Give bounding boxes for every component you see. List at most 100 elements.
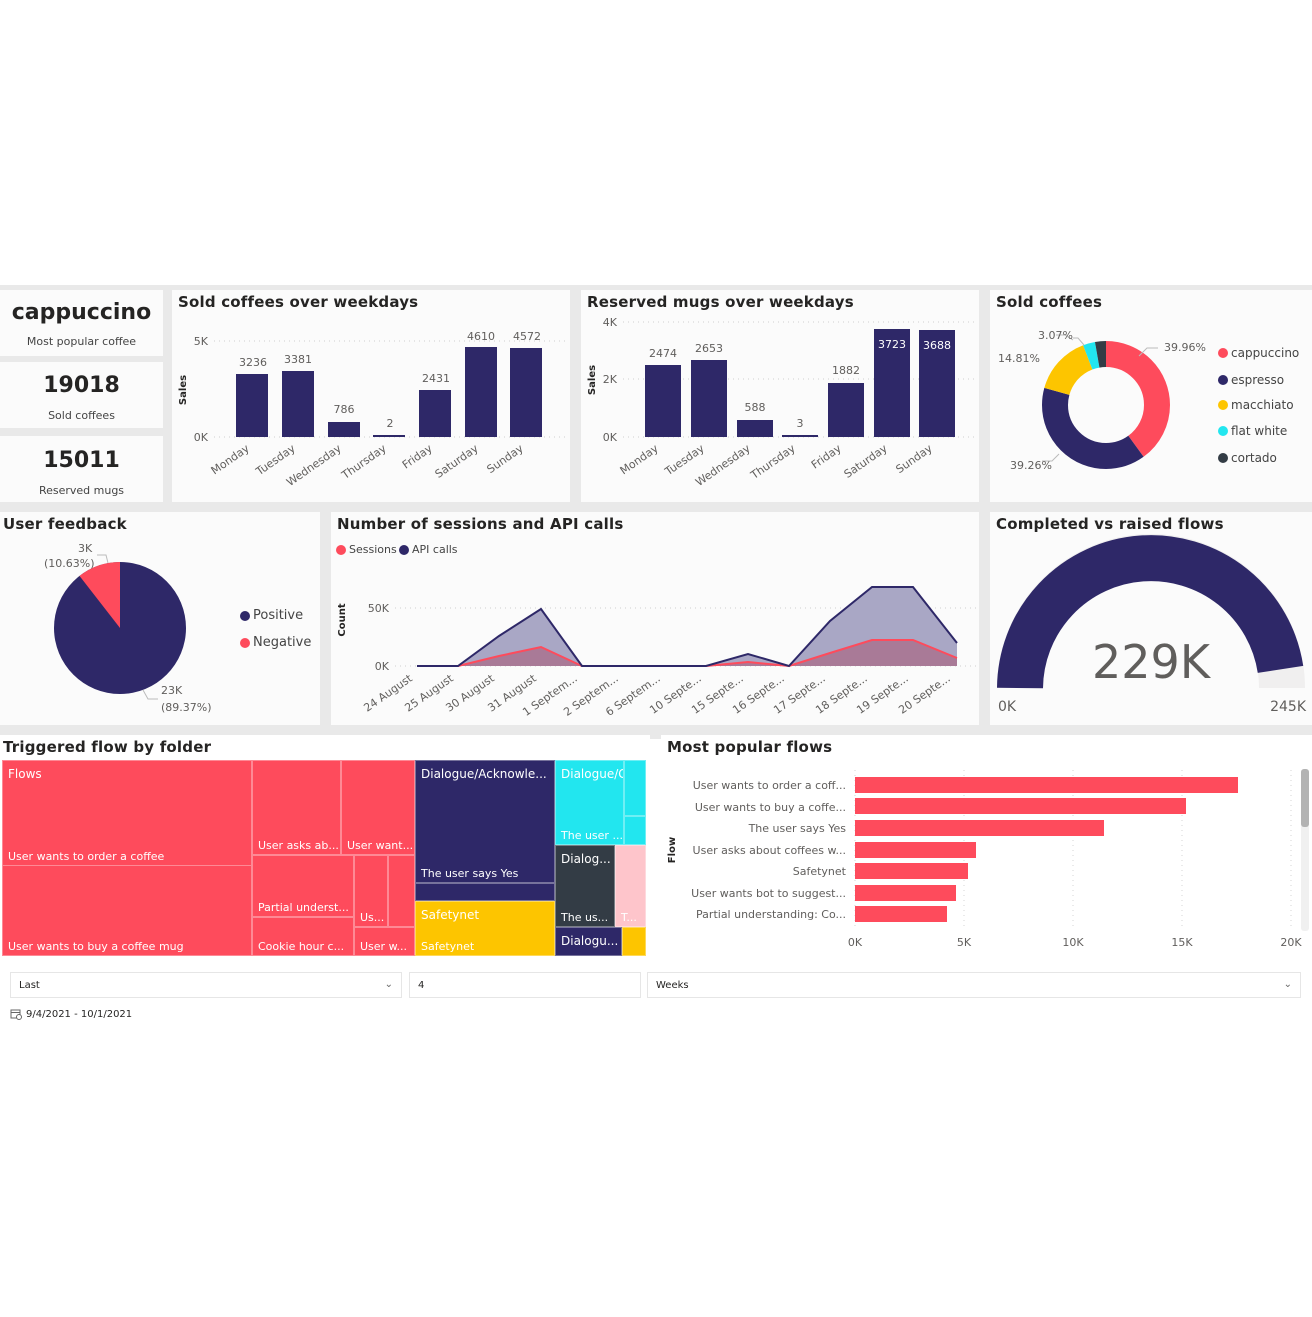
- bar-chart-svg: 4K 2K 0K Sales 2474 2653 588 3 1882 3723…: [587, 316, 976, 489]
- svg-text:User wants to order a coff...: User wants to order a coff...: [693, 779, 846, 792]
- svg-text:5K: 5K: [194, 335, 209, 348]
- treemap-cell-says-yes[interactable]: Dialogue/Acknowle... The user says Yes: [415, 760, 555, 883]
- scrollbar-track[interactable]: [1301, 769, 1309, 931]
- svg-text:2431: 2431: [422, 372, 450, 385]
- scrollbar-thumb[interactable]: [1301, 769, 1309, 827]
- treemap-cell-cookie[interactable]: Cookie hour c...: [252, 917, 354, 956]
- svg-text:2653: 2653: [695, 342, 723, 355]
- cell-label: The user says Yes: [421, 867, 519, 880]
- cell-label: Safetynet: [421, 940, 475, 953]
- sold-coffees-weekdays-chart[interactable]: Sold coffees over weekdays 5K 0K Sales 3…: [172, 290, 570, 502]
- user-feedback-pie-chart[interactable]: User feedback 3K (10.63%) 23K (89.37%) P…: [0, 512, 320, 725]
- area-chart-svg: 50K 0K Count 24 August 25 August 30 Augu…: [337, 586, 976, 719]
- treemap-cell-cyan-small-2[interactable]: [624, 816, 646, 845]
- legend-api-calls[interactable]: API calls: [399, 543, 458, 556]
- legend-label: espresso: [1231, 373, 1285, 387]
- svg-text:Saturday: Saturday: [842, 442, 890, 481]
- cell-label: The user ...: [561, 829, 623, 842]
- legend-dot-icon: [240, 610, 250, 621]
- svg-text:39.26%: 39.26%: [1010, 459, 1052, 472]
- svg-text:2K: 2K: [603, 373, 618, 386]
- cell-header: Dialog...: [561, 852, 611, 866]
- bar-chart-svg: 5K 0K Sales 3236 3381 786 2 2431 4610 45…: [178, 330, 567, 489]
- svg-text:User wants bot to suggest...: User wants bot to suggest...: [691, 887, 846, 900]
- treemap-cell-greet-user[interactable]: Dialogue/G... The user ...: [555, 760, 624, 845]
- period-mode-dropdown[interactable]: Last ⌄: [10, 972, 402, 998]
- bar-thursday: [373, 435, 405, 437]
- treemap-cell-pink[interactable]: T...: [615, 845, 646, 927]
- svg-text:Monday: Monday: [209, 442, 252, 478]
- legend-cortado[interactable]: cortado: [1218, 451, 1277, 465]
- svg-text:50K: 50K: [368, 602, 390, 615]
- treemap-cell-buy-mug[interactable]: User wants to buy a coffee mug: [2, 865, 252, 956]
- treemap-cell-yellow-small[interactable]: [622, 927, 646, 956]
- legend-flat-white[interactable]: flat white: [1218, 424, 1287, 438]
- svg-text:229K: 229K: [1092, 635, 1212, 689]
- chart-title: Triggered flow by folder: [3, 738, 212, 756]
- cell-label: T...: [621, 911, 637, 924]
- legend-cappuccino[interactable]: cappuccino: [1218, 346, 1299, 360]
- svg-text:5K: 5K: [957, 936, 972, 949]
- legend-dot-icon: [336, 544, 346, 555]
- treemap-cell-cyan-small[interactable]: [624, 760, 646, 816]
- bar-flow-6: [855, 906, 947, 922]
- card-reserved-mugs[interactable]: 15011 Reserved mugs: [0, 436, 163, 502]
- most-popular-flows-chart[interactable]: Most popular flows Flow User wants to or…: [661, 735, 1312, 957]
- treemap-cell-order-coffee[interactable]: Flows User wants to order a coffee: [2, 760, 252, 866]
- completed-vs-raised-gauge[interactable]: Completed vs raised flows 229K 0K 245K: [990, 512, 1312, 725]
- svg-text:3723: 3723: [878, 338, 906, 351]
- calendar-icon: [10, 1009, 22, 1020]
- treemap-cell-dialogu-navy[interactable]: Dialogu...: [555, 927, 622, 956]
- svg-text:Sunday: Sunday: [894, 442, 936, 477]
- legend-sessions[interactable]: Sessions: [336, 543, 397, 556]
- legend-dot-icon: [240, 637, 250, 648]
- treemap-cell-user-want[interactable]: User want...: [341, 760, 415, 855]
- triggered-flow-treemap[interactable]: Triggered flow by folder Flows User want…: [0, 735, 650, 957]
- bar-monday: [236, 374, 268, 437]
- svg-text:(10.63%): (10.63%): [44, 557, 95, 570]
- svg-text:Flow: Flow: [667, 837, 678, 863]
- treemap-cell-asks-about[interactable]: User asks ab...: [252, 760, 341, 855]
- bar-thursday: [782, 435, 818, 437]
- svg-text:23K: 23K: [161, 684, 183, 697]
- svg-text:4610: 4610: [467, 330, 495, 343]
- sold-coffees-donut-chart[interactable]: Sold coffees 39.96% 3.07% 14.81% 39.26% …: [990, 290, 1312, 502]
- bar-tuesday: [282, 371, 314, 437]
- card-sold-coffees[interactable]: 19018 Sold coffees: [0, 362, 163, 428]
- card-most-popular-coffee[interactable]: cappuccino Most popular coffee: [0, 290, 163, 356]
- bar-monday: [645, 365, 681, 437]
- period-count-input[interactable]: 4: [409, 972, 641, 998]
- slice-cortado: [1042, 341, 1170, 469]
- svg-text:2: 2: [387, 417, 394, 430]
- svg-text:0K: 0K: [848, 936, 863, 949]
- period-unit-dropdown[interactable]: Weeks ⌄: [647, 972, 1301, 998]
- card-label: Most popular coffee: [26, 335, 137, 348]
- svg-text:3: 3: [797, 417, 804, 430]
- slice-espresso: [1042, 341, 1170, 469]
- card-value: cappuccino: [11, 300, 152, 325]
- treemap-cell-user-w[interactable]: User w...: [354, 927, 415, 956]
- legend-negative[interactable]: Negative: [240, 635, 311, 650]
- treemap-cell-ack-small[interactable]: [415, 883, 555, 901]
- sessions-api-area-chart[interactable]: Number of sessions and API calls Session…: [331, 512, 979, 725]
- dropdown-value: Weeks: [656, 980, 689, 991]
- treemap-cell-partial[interactable]: Partial underst...: [252, 855, 354, 917]
- legend-positive[interactable]: Positive: [240, 608, 303, 623]
- legend-espresso[interactable]: espresso: [1218, 373, 1284, 387]
- legend-macchiato[interactable]: macchiato: [1218, 398, 1294, 412]
- card-label: Sold coffees: [48, 409, 115, 422]
- treemap-cell-safetynet[interactable]: Safetynet Safetynet: [415, 901, 555, 956]
- svg-text:39.96%: 39.96%: [1164, 341, 1206, 354]
- svg-text:(89.37%): (89.37%): [161, 701, 212, 714]
- svg-text:Thursday: Thursday: [339, 442, 390, 483]
- reserved-mugs-weekdays-chart[interactable]: Reserved mugs over weekdays 4K 2K 0K Sal…: [581, 290, 979, 502]
- treemap-cell-us[interactable]: Us...: [354, 855, 388, 927]
- cell-label: User wants to buy a coffee mug: [8, 940, 184, 953]
- svg-text:Safetynet: Safetynet: [793, 865, 847, 878]
- treemap-cell-small[interactable]: [388, 855, 415, 927]
- svg-text:3688: 3688: [923, 339, 951, 352]
- bar-wednesday: [737, 420, 773, 437]
- treemap-cell-dialog-dark[interactable]: Dialog... The us...: [555, 845, 615, 927]
- bar-flow-4: [855, 863, 968, 879]
- dropdown-value: Last: [19, 980, 40, 991]
